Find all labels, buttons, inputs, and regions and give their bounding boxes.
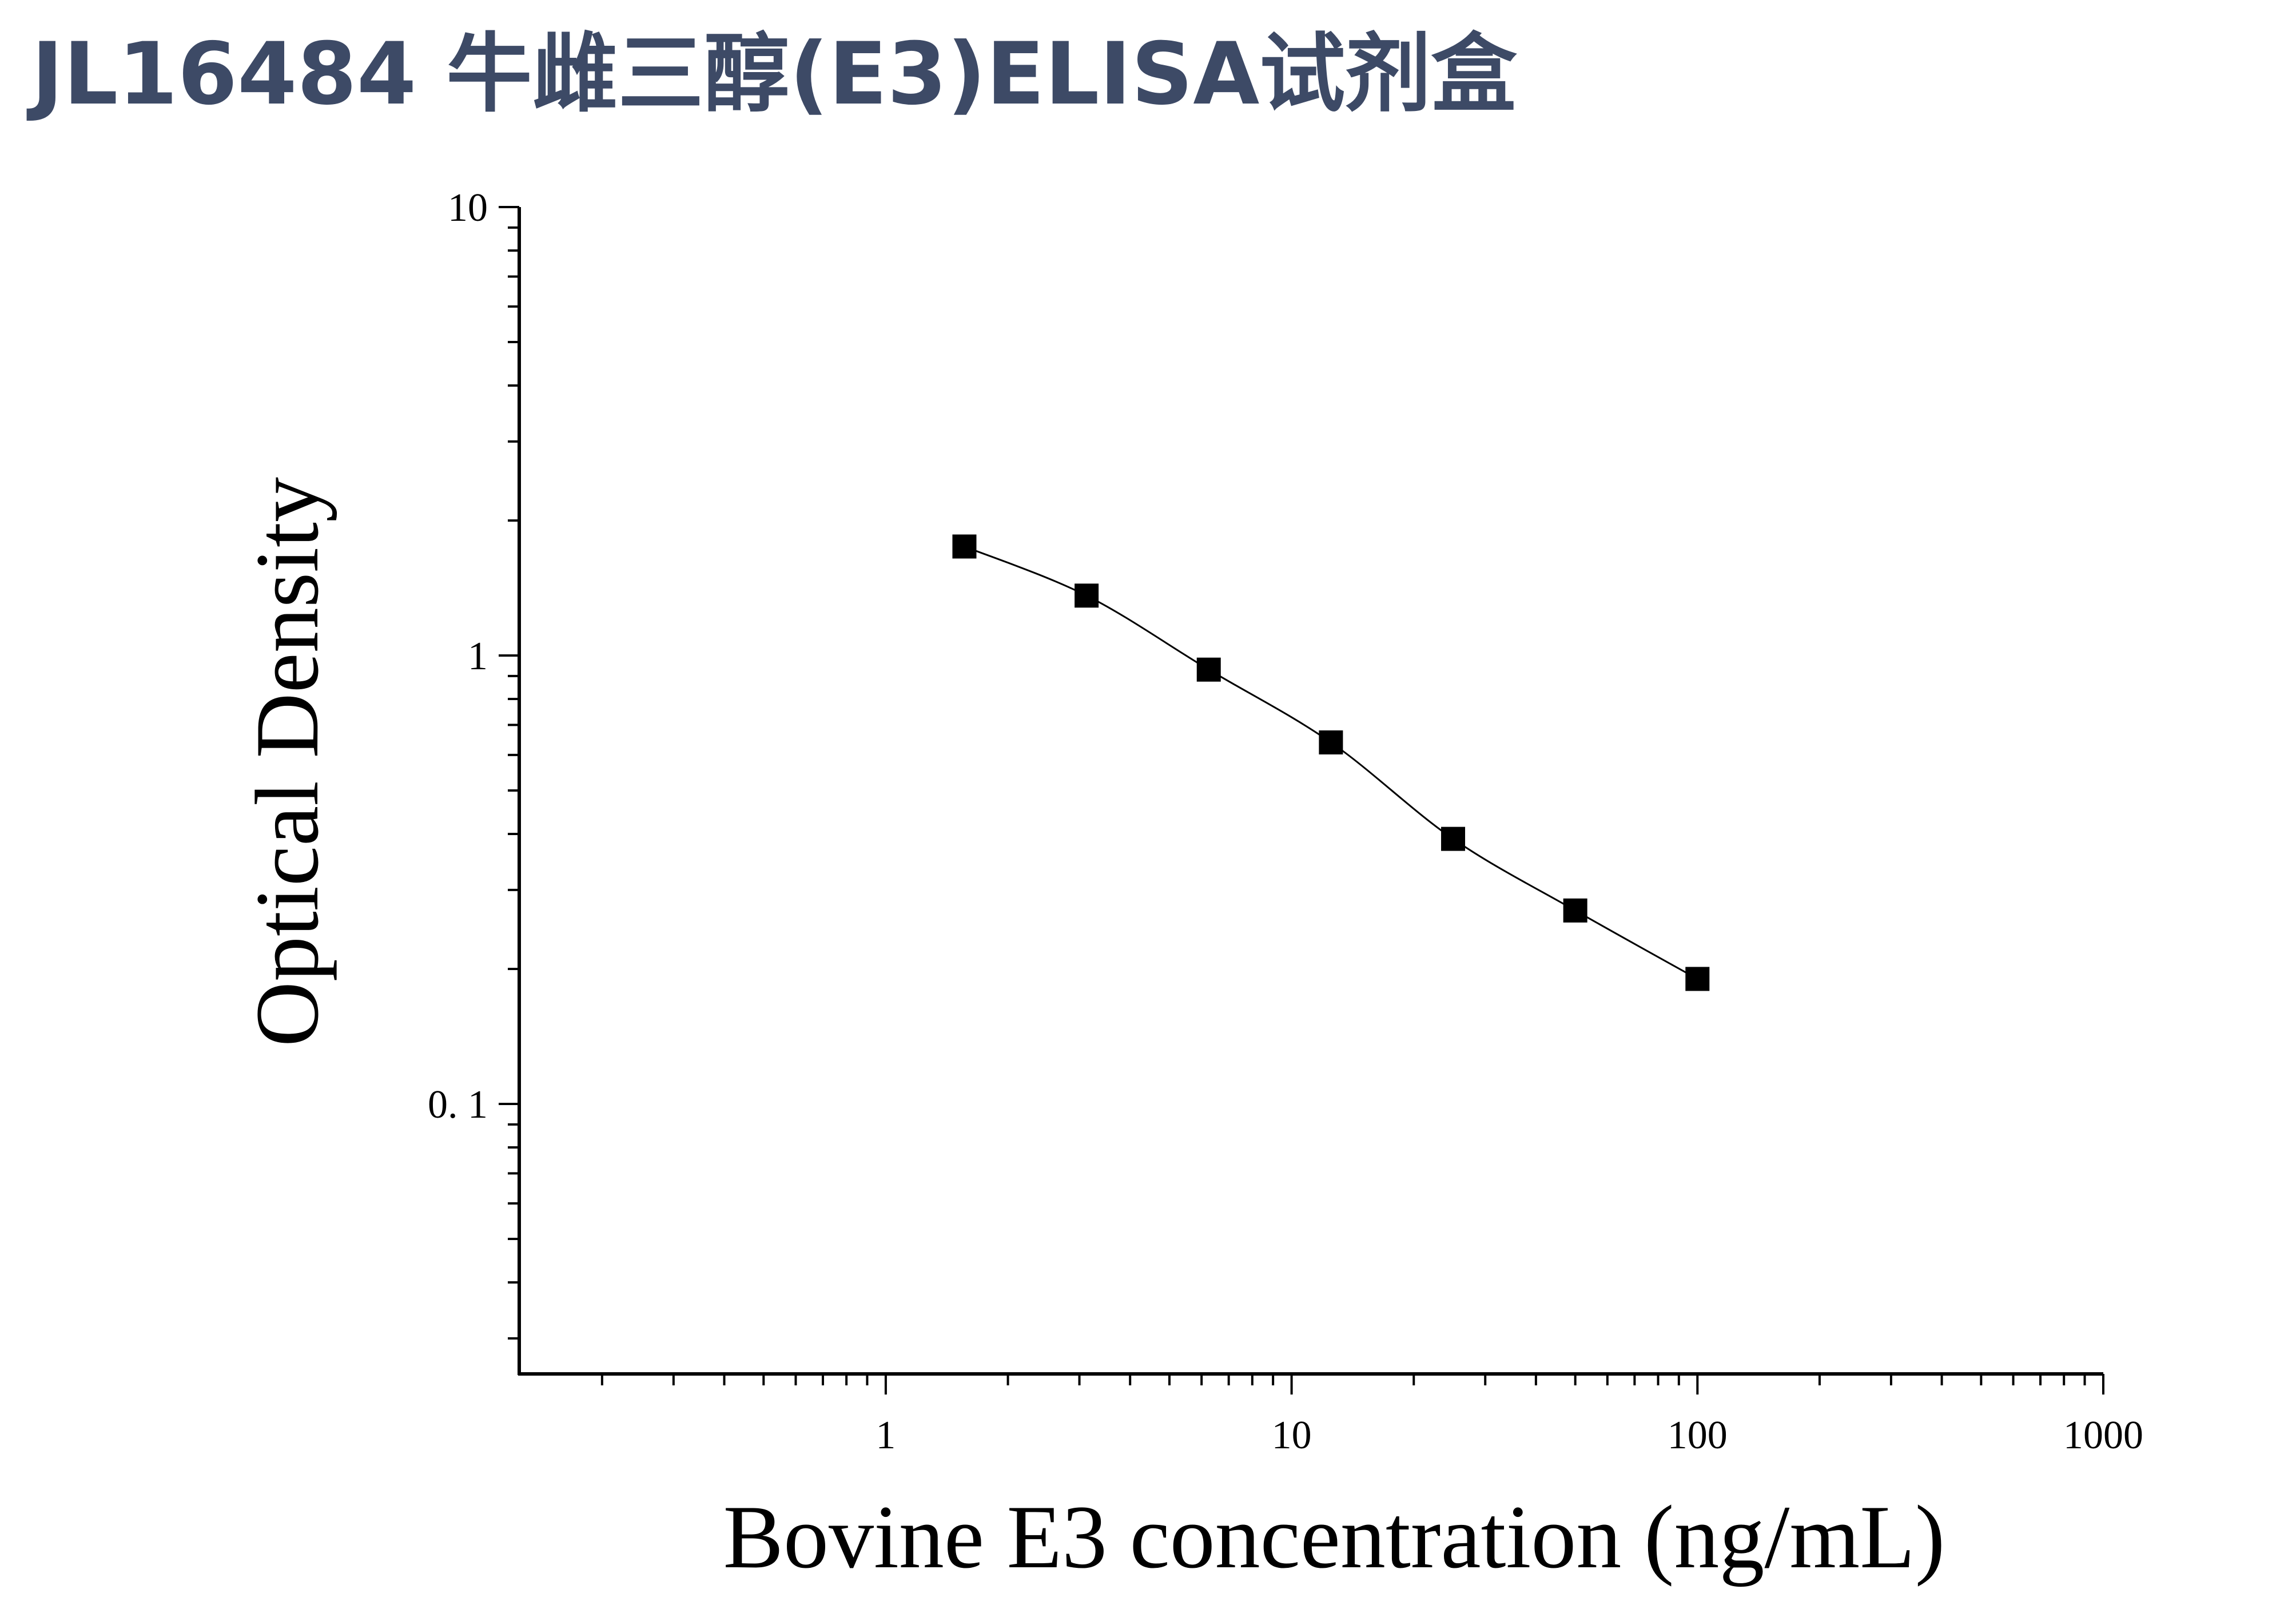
fit-curve — [964, 546, 1698, 980]
data-point — [1075, 583, 1099, 608]
page-title: JL16484 牛雌三醇(E3)ELISA试剂盒 — [31, 25, 1517, 124]
data-point — [1441, 827, 1466, 851]
x-axis-label: Bovine E3 concentration (ng/mL) — [723, 1487, 1945, 1587]
data-point — [1319, 730, 1343, 754]
y-tick-label: 0. 1 — [428, 1083, 488, 1127]
data-points — [952, 534, 1710, 991]
y-tick-label: 1 — [468, 634, 488, 678]
axes — [518, 207, 2103, 1376]
x-tick-label: 1 — [876, 1413, 896, 1457]
data-point — [1685, 967, 1710, 991]
x-tick-label: 100 — [1668, 1413, 1728, 1457]
tick-labels: 1 10 100 1000 0. 1 1 10 — [428, 186, 2143, 1457]
data-point — [1563, 898, 1587, 923]
x-tick-label: 1000 — [2063, 1413, 2143, 1457]
data-point — [1196, 657, 1221, 682]
y-tick-label: 10 — [448, 186, 488, 230]
data-point — [952, 534, 977, 559]
ticks — [499, 206, 2104, 1395]
x-tick-label: 10 — [1272, 1413, 1312, 1457]
y-axis-label: Optical Density — [237, 477, 337, 1047]
